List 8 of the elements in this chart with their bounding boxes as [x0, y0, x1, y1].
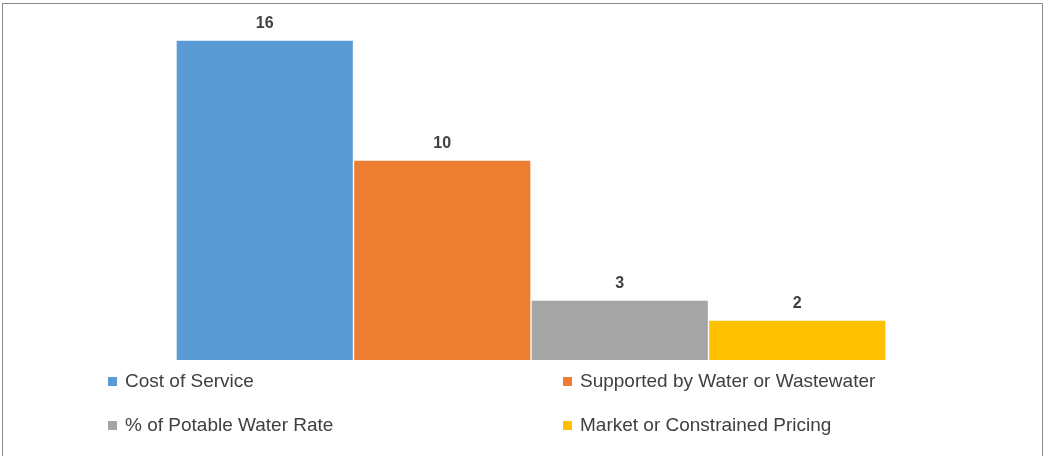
- data-label: 16: [255, 14, 274, 32]
- legend-label: Cost of Service: [125, 370, 254, 392]
- data-label: 3: [615, 274, 625, 292]
- data-label: 10: [433, 134, 452, 152]
- legend-label: Supported by Water or Wastewater: [580, 370, 876, 392]
- data-label: 2: [792, 294, 802, 312]
- legend-label: Market or Constrained Pricing: [580, 414, 832, 436]
- legend-label: % of Potable Water Rate: [125, 414, 334, 436]
